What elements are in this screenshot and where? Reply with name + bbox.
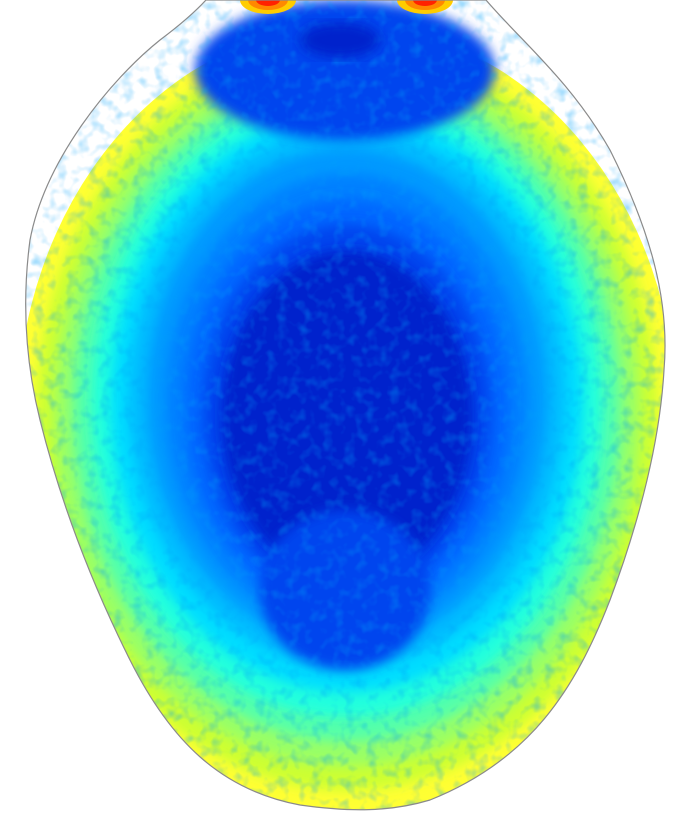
hotspot-right — [405, 0, 445, 10]
deep-core — [300, 22, 380, 58]
hotspot-left — [256, 0, 280, 6]
hotspot-right — [413, 0, 437, 6]
hotspot-left — [248, 0, 288, 10]
